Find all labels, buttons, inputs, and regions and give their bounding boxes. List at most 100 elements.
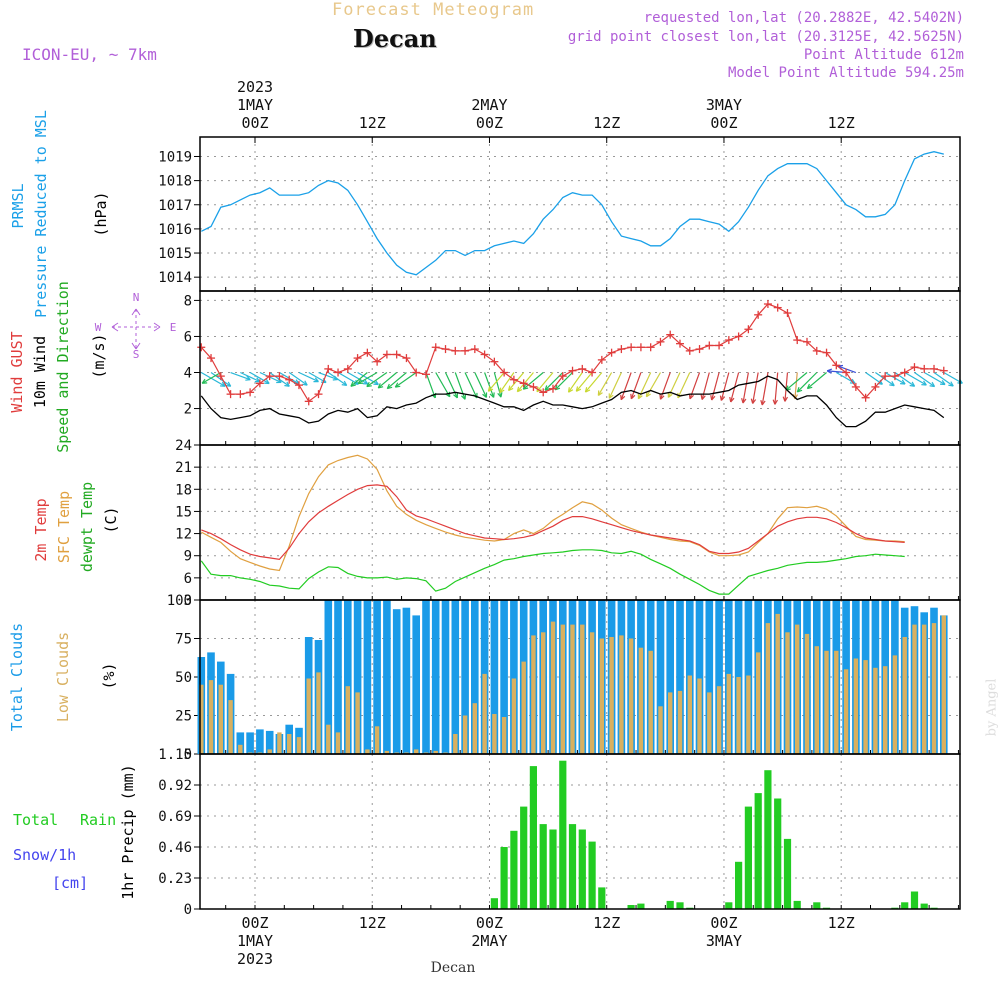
wind-arrow-head: [464, 394, 467, 400]
rain-bar: [676, 902, 684, 909]
y-tick-label: 12: [175, 527, 192, 543]
time-label-top: 00Z: [476, 114, 503, 132]
panel-border-precip: [199, 753, 961, 910]
y-tick-label: 3: [184, 593, 192, 609]
total-cloud-bar: [695, 600, 704, 754]
wind-arrow-shaft: [508, 372, 525, 391]
wind-arrow: [597, 372, 613, 396]
wind-arrow-shaft: [493, 372, 502, 398]
wind-arrow-head: [375, 380, 379, 385]
wind-gust-marker: [715, 341, 724, 350]
wind-arrow-shaft: [933, 372, 954, 387]
y-tick-label: 1014: [158, 270, 192, 286]
wind-arrow: [249, 371, 270, 385]
wind-gust-marker: [324, 364, 333, 373]
low-cloud-bar: [902, 637, 907, 754]
wind-arrow-shaft: [499, 372, 515, 393]
rain-bar: [539, 824, 547, 909]
y-tick-label: 9: [184, 549, 192, 565]
total-cloud-bar: [392, 609, 401, 754]
wind-arrow-shaft: [259, 371, 282, 383]
wind-arrow-head: [377, 383, 381, 389]
wind-gust-marker: [754, 310, 763, 319]
wind-arrow-head: [909, 384, 915, 387]
low-cloud-bar: [414, 749, 419, 754]
wind-gust-marker: [783, 309, 792, 318]
y-tick-label: 0: [184, 902, 192, 918]
wind-arrow-head: [366, 381, 370, 387]
wind-gust-marker: [392, 350, 401, 359]
low-cloud-bar: [873, 667, 878, 754]
compass-n: N: [133, 291, 140, 304]
wind-arrow-head: [646, 393, 651, 398]
wind-arrow-shaft: [620, 372, 632, 400]
wind-gust-marker: [871, 382, 880, 391]
wind-arrow-head: [948, 384, 954, 387]
low-cloud-bar: [238, 744, 243, 754]
wind-arrow: [201, 371, 222, 384]
time-label-bottom: 00Z: [710, 914, 737, 932]
wind-arrow-head: [826, 368, 833, 372]
wind-arrow-head: [796, 387, 800, 393]
wind-gust-marker: [529, 382, 538, 391]
wind-gust-marker: [832, 361, 841, 370]
wind-arrow-shaft: [796, 372, 818, 393]
rain-bar: [793, 900, 801, 909]
low-cloud-bar: [580, 624, 585, 754]
compass-w: W: [95, 321, 102, 334]
wind-arrow-head: [544, 385, 548, 391]
wind-arrow: [484, 372, 495, 398]
wind-unit: (m/s): [90, 333, 108, 378]
wind-arrow: [507, 372, 525, 392]
total-cloud-bar: [431, 600, 440, 754]
total-rain-label: Total: [13, 811, 58, 829]
wind-arrow-head: [901, 379, 906, 385]
rain-bar: [735, 861, 743, 909]
wind-arrow: [499, 372, 515, 394]
compass-arrow-w: [111, 322, 119, 332]
wind-arrow-head: [711, 395, 716, 401]
wind-arrow: [298, 371, 319, 383]
rain-bar: [666, 900, 674, 909]
wind-arrow-head: [784, 396, 789, 402]
wind-arrow-head: [366, 385, 372, 388]
wind-gust-marker: [773, 303, 782, 312]
wind-arrow: [377, 372, 398, 389]
wind-gust-marker: [695, 345, 704, 354]
dewpt-label: dewpt Temp: [78, 482, 96, 572]
wind-arrow-head: [807, 386, 813, 390]
panel-precip: 0 0.23 0.46 0.69 0.92 1.15: [158, 747, 960, 918]
wind-gust-marker: [216, 372, 225, 381]
wind-arrow-head: [265, 379, 270, 384]
time-label-bottom: 1MAY: [237, 932, 273, 950]
total-cloud-bar: [656, 600, 665, 754]
wind-arrow-shaft: [347, 371, 369, 385]
wind-gust-marker: [509, 375, 518, 384]
wind-arrow-head: [660, 395, 665, 400]
wind-arrow-head: [742, 398, 747, 404]
rain-bar: [588, 841, 596, 909]
wind-arrow: [357, 371, 378, 385]
low-cloud-bar: [277, 732, 282, 754]
time-label-top: 2023: [237, 78, 273, 96]
panel-wind: 2 4 6 8: [184, 291, 960, 445]
y-tick-label: 1016: [158, 222, 192, 238]
wind-arrow: [584, 372, 603, 393]
wind-gust-marker: [578, 364, 587, 373]
total-clouds-label: Total Clouds: [8, 623, 26, 731]
low-cloud-bar: [785, 632, 790, 754]
wind-arrow-head: [284, 384, 290, 387]
wind-10m-label: 10m Wind: [31, 336, 49, 408]
wind-gust-marker: [236, 390, 245, 399]
wind-arrow-shaft: [554, 372, 573, 391]
wind-gust-marker: [451, 346, 460, 355]
wind-arrow: [933, 372, 954, 387]
wind-gust-marker: [431, 343, 440, 352]
wind-arrow-head: [929, 385, 935, 388]
wind-arrow-head: [720, 396, 726, 401]
wind-arrow-head: [700, 394, 703, 400]
low-cloud-bar: [834, 650, 839, 754]
wind-gust-marker: [617, 345, 626, 354]
wind-arrow-head: [499, 387, 502, 393]
wind-arrow-shaft: [201, 371, 222, 384]
